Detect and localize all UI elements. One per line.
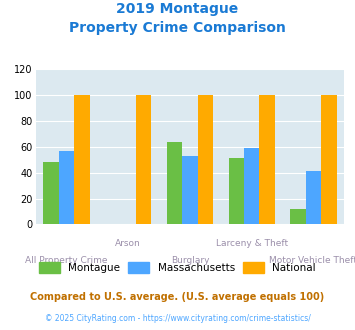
Bar — [229, 158, 244, 224]
Bar — [167, 142, 182, 224]
Bar — [290, 209, 306, 224]
Text: Compared to U.S. average. (U.S. average equals 100): Compared to U.S. average. (U.S. average … — [31, 292, 324, 302]
Text: All Property Crime: All Property Crime — [25, 256, 108, 265]
Bar — [136, 95, 151, 224]
Text: Larceny & Theft: Larceny & Theft — [215, 239, 288, 248]
Text: Arson: Arson — [115, 239, 141, 248]
Text: Burglary: Burglary — [171, 256, 209, 265]
Text: Motor Vehicle Theft: Motor Vehicle Theft — [269, 256, 355, 265]
Bar — [260, 95, 275, 224]
Legend: Montague, Massachusetts, National: Montague, Massachusetts, National — [35, 258, 320, 277]
Bar — [306, 171, 321, 224]
Bar — [244, 148, 260, 224]
Bar — [59, 151, 74, 224]
Bar — [182, 156, 198, 224]
Bar — [321, 95, 337, 224]
Bar — [198, 95, 213, 224]
Text: Property Crime Comparison: Property Crime Comparison — [69, 21, 286, 35]
Bar — [43, 162, 59, 224]
Bar — [74, 95, 89, 224]
Text: 2019 Montague: 2019 Montague — [116, 2, 239, 16]
Text: © 2025 CityRating.com - https://www.cityrating.com/crime-statistics/: © 2025 CityRating.com - https://www.city… — [45, 314, 310, 323]
